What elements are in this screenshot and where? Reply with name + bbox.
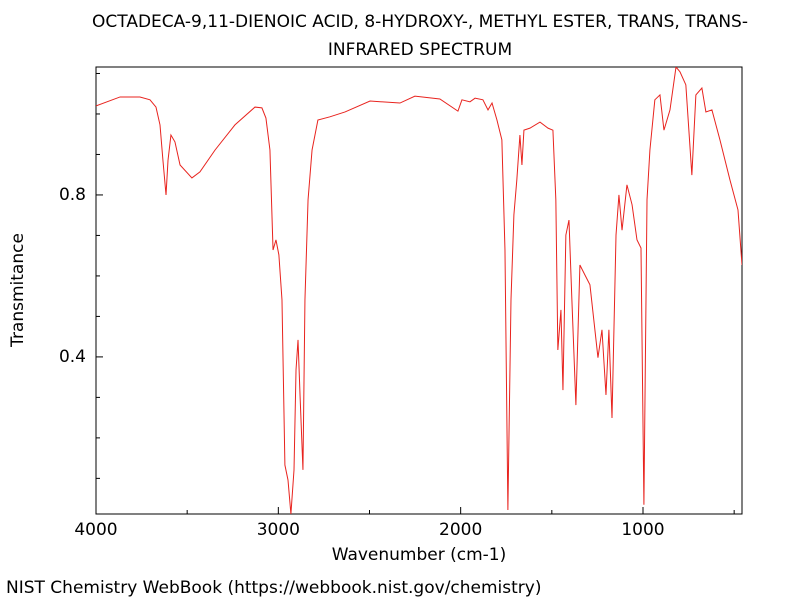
footer: NIST Chemistry WebBook (https://webbook.…	[6, 578, 541, 598]
y-tick-label: 0.8	[59, 185, 86, 205]
x-tick-label: 4000	[74, 520, 117, 540]
x-tick-label: 2000	[439, 520, 482, 540]
spectrum-line	[96, 67, 742, 514]
x-tick-label: 1000	[621, 520, 664, 540]
y-axis-label: Transmitance	[8, 233, 28, 348]
x-tick-label: 3000	[257, 520, 300, 540]
chart-title: OCTADECA-9,11-DIENOIC ACID, 8-HYDROXY-, …	[92, 12, 748, 32]
chart-subtitle: INFRARED SPECTRUM	[328, 40, 512, 60]
y-tick-label: 0.4	[59, 347, 86, 367]
x-axis-label: Wavenumber (cm-1)	[332, 545, 507, 565]
plot-frame	[95, 66, 743, 515]
